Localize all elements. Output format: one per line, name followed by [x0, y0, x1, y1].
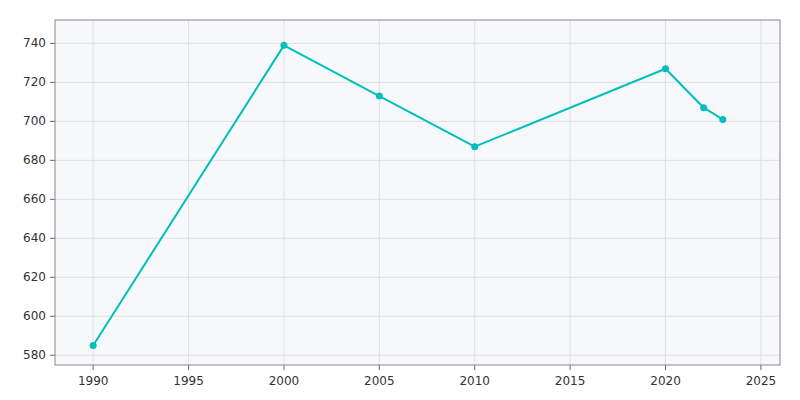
- grid-line-y: [55, 199, 780, 200]
- tick-label-x: 2000: [269, 374, 300, 388]
- grid-line-y: [55, 355, 780, 356]
- tick-mark-y: [50, 43, 55, 44]
- tick-mark-y: [50, 316, 55, 317]
- tick-label-y: 740: [23, 36, 46, 50]
- tick-mark-y: [50, 355, 55, 356]
- grid-line-x: [188, 20, 189, 365]
- tick-mark-y: [50, 121, 55, 122]
- series: [90, 42, 727, 349]
- grid-line-y: [55, 82, 780, 83]
- grid-line-y: [55, 43, 780, 44]
- tick-mark-x: [93, 365, 94, 370]
- axes: 1990 1995 2000 2005 2010 2015 2020 2025 580 600 62…: [23, 20, 780, 388]
- tick-label-y: 600: [23, 309, 46, 323]
- grid-line-y: [55, 316, 780, 317]
- tick-label-y: 680: [23, 153, 46, 167]
- tick-label-x: 2025: [746, 374, 777, 388]
- tick-mark-x: [379, 365, 380, 370]
- point: [90, 342, 97, 349]
- tick-label-x: 1995: [173, 374, 204, 388]
- point: [280, 42, 287, 49]
- plot-background: [55, 20, 780, 365]
- plot-frame: [55, 20, 780, 365]
- grid: [55, 20, 780, 365]
- grid-line-x: [93, 20, 94, 365]
- tick-mark-y: [50, 160, 55, 161]
- grid-line-y: [55, 160, 780, 161]
- tick-label-y: 620: [23, 270, 46, 284]
- grid-line-y: [55, 277, 780, 278]
- grid-line-x: [474, 20, 475, 365]
- chart-container: 1990 1995 2000 2005 2010 2015 2020 2025 580 600 62…: [0, 0, 800, 400]
- grid-line-x: [760, 20, 761, 365]
- grid-line-y: [55, 121, 780, 122]
- grid-line-y: [55, 238, 780, 239]
- chart: 1990 1995 2000 2005 2010 2015 2020 2025 580 600 62…: [0, 0, 800, 400]
- tick-mark-x: [665, 365, 666, 370]
- point: [719, 116, 726, 123]
- tick-mark-x: [188, 365, 189, 370]
- tick-label-y: 640: [23, 231, 46, 245]
- tick-label-x: 2010: [459, 374, 490, 388]
- grid-line-x: [283, 20, 284, 365]
- point: [700, 104, 707, 111]
- tick-mark-y: [50, 199, 55, 200]
- tick-mark-x: [760, 365, 761, 370]
- tick-mark-x: [283, 365, 284, 370]
- point: [662, 65, 669, 72]
- tick-label-y: 720: [23, 75, 46, 89]
- point: [471, 143, 478, 150]
- tick-label-x: 2020: [650, 374, 681, 388]
- tick-label-y: 700: [23, 114, 46, 128]
- tick-label-x: 2015: [555, 374, 586, 388]
- tick-mark-y: [50, 238, 55, 239]
- grid-line-x: [570, 20, 571, 365]
- point: [376, 93, 383, 100]
- tick-mark-y: [50, 82, 55, 83]
- tick-label-x: 1990: [78, 374, 109, 388]
- tick-mark-y: [50, 277, 55, 278]
- tick-mark-x: [570, 365, 571, 370]
- tick-label-y: 580: [23, 348, 46, 362]
- line: [93, 45, 723, 345]
- tick-label-y: 660: [23, 192, 46, 206]
- tick-mark-x: [474, 365, 475, 370]
- grid-line-x: [379, 20, 380, 365]
- tick-label-x: 2005: [364, 374, 395, 388]
